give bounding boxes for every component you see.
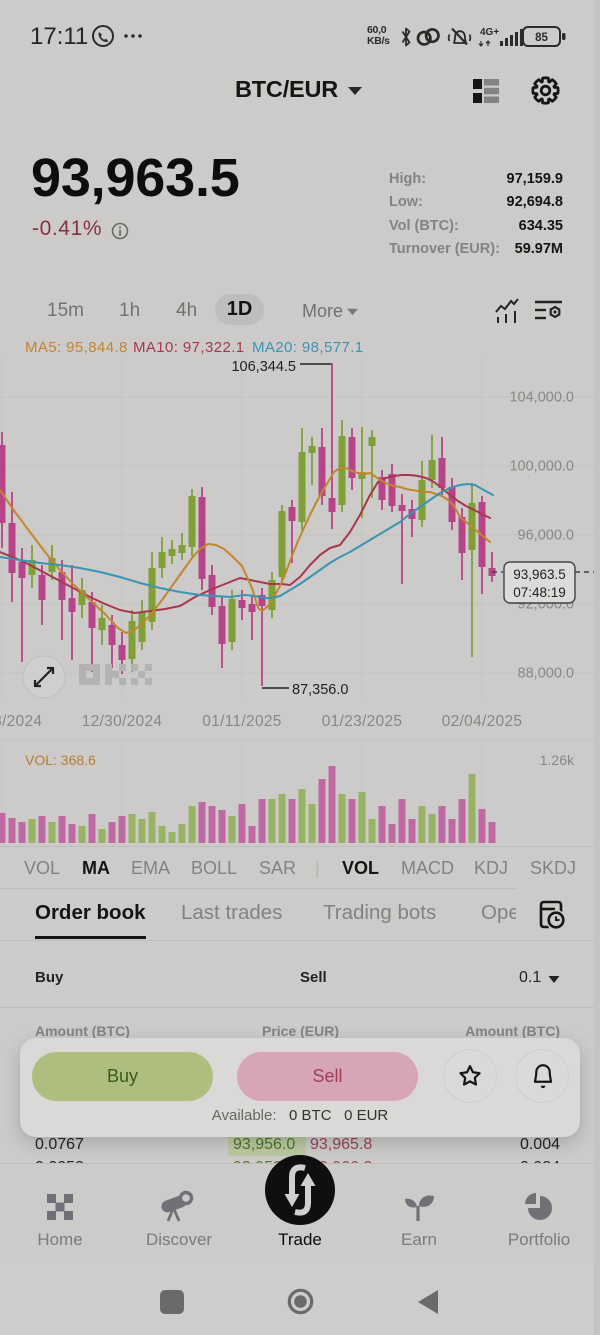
svg-text:VOL: 368.6: VOL: 368.6 [25,752,96,768]
svg-text:104,000.0: 104,000.0 [509,390,574,406]
svg-text:88,000.0: 88,000.0 [518,666,574,682]
svg-text:96,000.0: 96,000.0 [518,528,574,544]
svg-text:MA5: 95,844.8: MA5: 95,844.8 [25,339,128,356]
svg-text:01/23/2025: 01/23/2025 [322,713,403,730]
svg-text:1.26k: 1.26k [540,752,575,768]
svg-text:87,356.0: 87,356.0 [292,682,348,698]
svg-text:07:48:19: 07:48:19 [513,585,566,600]
svg-text:100,000.0: 100,000.0 [509,459,574,475]
svg-text:MA20: 98,577.1: MA20: 98,577.1 [252,339,364,356]
svg-text:12/30/2024: 12/30/2024 [82,713,163,730]
svg-text:85: 85 [535,32,548,44]
svg-text:MA10: 97,322.1: MA10: 97,322.1 [133,339,245,356]
svg-text:93,963.5: 93,963.5 [513,567,566,582]
svg-text:12/18/2024: 12/18/2024 [0,713,42,730]
svg-text:4G+: 4G+ [480,27,499,38]
svg-text:01/11/2025: 01/11/2025 [202,713,281,730]
svg-text:02/04/2025: 02/04/2025 [442,713,523,730]
svg-text:106,344.5: 106,344.5 [231,359,296,375]
